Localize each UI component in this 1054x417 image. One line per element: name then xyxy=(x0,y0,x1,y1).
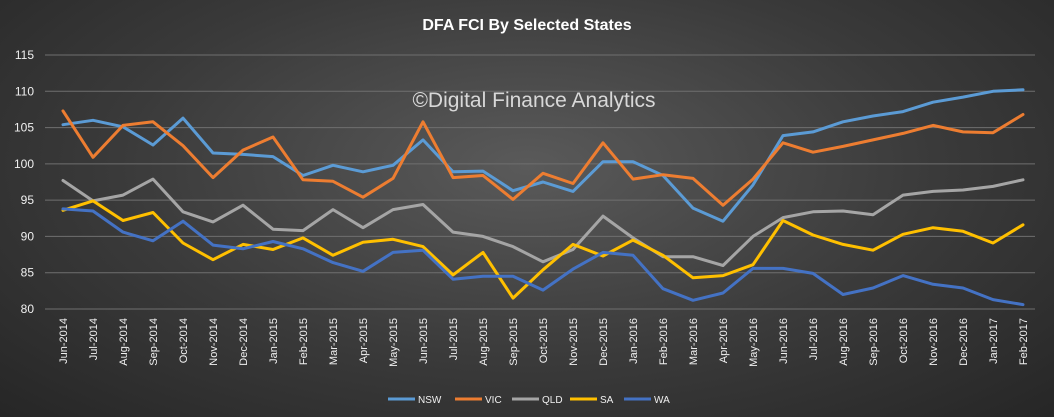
legend-label-sa: SA xyxy=(600,395,614,406)
y-tick-label: 85 xyxy=(21,266,35,280)
x-tick-label: Feb-2017 xyxy=(1018,318,1030,365)
x-axis: Jun-2014 Jul-2014 Aug-2014 Sep-2014 Oct-2014… xyxy=(58,318,1030,367)
x-tick-label: Dec-2014 xyxy=(238,318,250,366)
x-tick-label: Jan-2017 xyxy=(988,318,1000,364)
series-lines xyxy=(61,88,1025,307)
legend-label-nsw: NSW xyxy=(418,395,442,406)
y-tick-label: 110 xyxy=(15,84,34,98)
x-tick-label: May-2016 xyxy=(748,318,760,367)
x-tick-label: Jan-2016 xyxy=(628,318,640,364)
y-tick-label: 115 xyxy=(15,48,34,62)
x-tick-label: Apr-2016 xyxy=(718,318,730,363)
grid-lines xyxy=(45,54,1035,310)
x-tick-label: Nov-2016 xyxy=(928,318,940,366)
x-tick-label: Aug-2016 xyxy=(838,318,850,366)
x-tick-label: Oct-2016 xyxy=(898,318,910,363)
y-tick-label: 95 xyxy=(21,193,35,207)
x-tick-label: Dec-2016 xyxy=(958,318,970,366)
x-tick-label: Mar-2016 xyxy=(688,318,700,365)
x-tick-label: Apr-2015 xyxy=(358,318,370,363)
x-tick-label: Jul-2016 xyxy=(808,318,820,360)
x-tick-label: Feb-2016 xyxy=(658,318,670,365)
x-tick-label: Oct-2014 xyxy=(178,318,190,363)
series-line-nsw xyxy=(61,88,1025,223)
x-tick-label: Dec-2015 xyxy=(598,318,610,366)
series-line-vic xyxy=(61,109,1025,207)
x-tick-label: Jul-2015 xyxy=(448,318,460,360)
x-tick-label: Oct-2015 xyxy=(538,318,550,363)
x-tick-label: Jul-2014 xyxy=(88,318,100,360)
x-tick-label: Aug-2014 xyxy=(118,318,130,366)
series-line-sa xyxy=(61,199,1025,300)
series-line-wa xyxy=(61,207,1025,307)
legend-label-vic: VIC xyxy=(485,395,502,406)
y-tick-label: 105 xyxy=(14,121,34,135)
y-tick-label: 90 xyxy=(21,229,35,243)
x-tick-label: Jun-2014 xyxy=(58,318,70,364)
x-tick-label: Jun-2016 xyxy=(778,318,790,364)
x-tick-label: Nov-2014 xyxy=(208,318,220,366)
legend-label-wa: WA xyxy=(654,395,670,406)
x-tick-label: Jun-2015 xyxy=(418,318,430,364)
x-tick-label: Sep-2016 xyxy=(868,318,880,366)
x-tick-label: Feb-2015 xyxy=(298,318,310,365)
x-tick-label: Sep-2015 xyxy=(508,318,520,366)
x-tick-label: Aug-2015 xyxy=(478,318,490,366)
x-tick-label: Nov-2015 xyxy=(568,318,580,366)
watermark: ©Digital Finance Analytics xyxy=(412,89,655,112)
legend-label-qld: QLD xyxy=(542,395,563,406)
y-tick-label: 80 xyxy=(21,302,35,316)
series-line-qld xyxy=(61,177,1025,267)
x-tick-label: May-2015 xyxy=(388,318,400,367)
chart-title: DFA FCI By Selected States xyxy=(422,17,631,34)
y-axis: 80 85 90 95 100 105 110 115 xyxy=(14,48,34,316)
legend: NSW VIC QLD SA WA xyxy=(388,395,670,406)
x-tick-label: Mar-2015 xyxy=(328,318,340,365)
x-tick-label: Sep-2014 xyxy=(148,318,160,366)
y-tick-label: 100 xyxy=(14,157,34,171)
x-tick-label: Jan-2015 xyxy=(268,318,280,364)
